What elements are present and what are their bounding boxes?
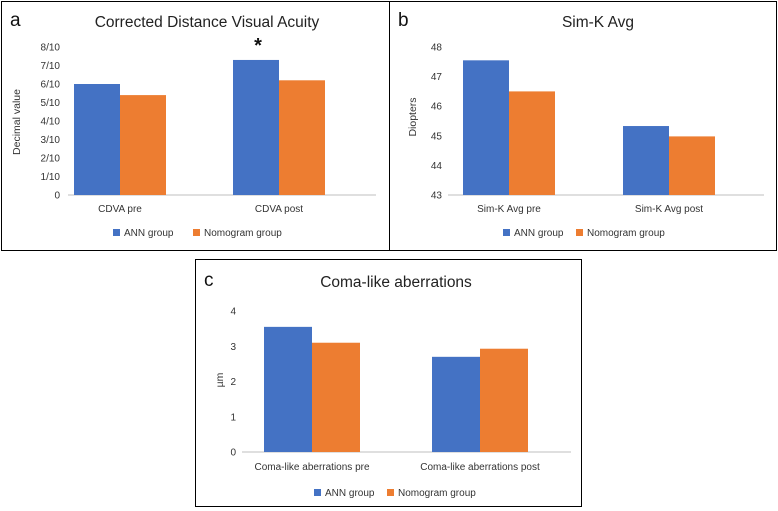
bar-nomogram-pre (312, 342, 360, 452)
bar-ann-pre (264, 326, 312, 452)
y-tick-label: 48 (431, 43, 443, 54)
y-tick-label: 46 (431, 102, 443, 113)
legend-label-ann: ANN group (124, 228, 174, 239)
y-tick-label: 6/10 (41, 80, 61, 91)
significance-marker: * (254, 35, 262, 57)
y-tick-label: 4/10 (41, 117, 61, 128)
y-tick-label: 43 (431, 191, 443, 202)
chart-title: Sim-K Avg (562, 14, 634, 31)
x-category-label: Sim-K Avg post (635, 204, 703, 215)
x-category-label: Coma-like aberrations pre (254, 462, 369, 473)
legend-label-ann: ANN group (514, 228, 564, 239)
legend: ANN group Nomogram group (503, 228, 665, 239)
bar-ann-post (432, 356, 480, 452)
chart-coma: c Coma-like aberrations µm ANN group Nom… (204, 270, 571, 499)
bar-nomogram-post (669, 136, 715, 195)
y-axis-label: µm (214, 372, 226, 387)
legend-swatch-nomogram (387, 489, 394, 496)
y-tick-label: 4 (230, 307, 236, 318)
y-axis-label: Diopters (407, 97, 419, 136)
y-tick-label: 0 (54, 191, 60, 202)
bar-ann-pre (463, 60, 509, 195)
chart-cdva: a Corrected Distance Visual Acuity Decim… (10, 10, 376, 239)
x-category-label: Sim-K Avg pre (477, 204, 541, 215)
y-tick-label: 3/10 (41, 135, 61, 146)
bar-ann-post (233, 59, 279, 196)
legend-label-ann: ANN group (325, 488, 375, 499)
legend-swatch-nomogram (193, 229, 200, 236)
y-tick-label: 2/10 (41, 154, 61, 165)
y-tick-label: 8/10 (41, 43, 61, 54)
x-category-label: Coma-like aberrations post (420, 462, 540, 473)
panel-letter-a: a (10, 10, 21, 31)
legend-swatch-nomogram (576, 229, 583, 236)
legend-label-nomogram: Nomogram group (204, 228, 282, 239)
bar-nomogram-post (480, 348, 528, 452)
y-tick-label: 5/10 (41, 98, 61, 109)
y-tick-label: 45 (431, 131, 443, 142)
y-tick-label: 47 (431, 72, 443, 83)
bar-nomogram-post (279, 80, 325, 195)
panel-b: b Sim-K Avg Diopters ANN group Nomogram … (389, 1, 777, 251)
chart-simk: b Sim-K Avg Diopters ANN group Nomogram … (398, 10, 764, 239)
bar-nomogram-pre (120, 95, 166, 195)
legend: ANN group Nomogram group (314, 488, 476, 499)
legend-swatch-ann (314, 489, 321, 496)
bar-nomogram-pre (509, 91, 555, 195)
y-tick-label: 3 (230, 342, 236, 353)
chart-title: Corrected Distance Visual Acuity (95, 14, 320, 31)
panel-c: c Coma-like aberrations µm ANN group Nom… (195, 259, 582, 507)
y-tick-label: 2 (230, 377, 236, 388)
x-category-label: CDVA post (255, 204, 303, 215)
bar-ann-post (623, 126, 669, 195)
x-category-label: CDVA pre (98, 204, 142, 215)
legend-label-nomogram: Nomogram group (398, 488, 476, 499)
bar-ann-pre (74, 84, 120, 195)
panel-a: a Corrected Distance Visual Acuity Decim… (1, 1, 390, 251)
y-tick-label: 7/10 (41, 61, 61, 72)
y-tick-label: 44 (431, 161, 443, 172)
panel-letter-c: c (204, 270, 214, 291)
y-tick-label: 1/10 (41, 172, 61, 183)
y-tick-label: 0 (230, 448, 236, 459)
legend-swatch-ann (113, 229, 120, 236)
panel-letter-b: b (398, 10, 409, 31)
legend-swatch-ann (503, 229, 510, 236)
legend: ANN group Nomogram group (113, 228, 282, 239)
y-tick-label: 1 (230, 412, 236, 423)
chart-title: Coma-like aberrations (320, 274, 472, 291)
y-axis-label: Decimal value (11, 89, 23, 155)
legend-label-nomogram: Nomogram group (587, 228, 665, 239)
